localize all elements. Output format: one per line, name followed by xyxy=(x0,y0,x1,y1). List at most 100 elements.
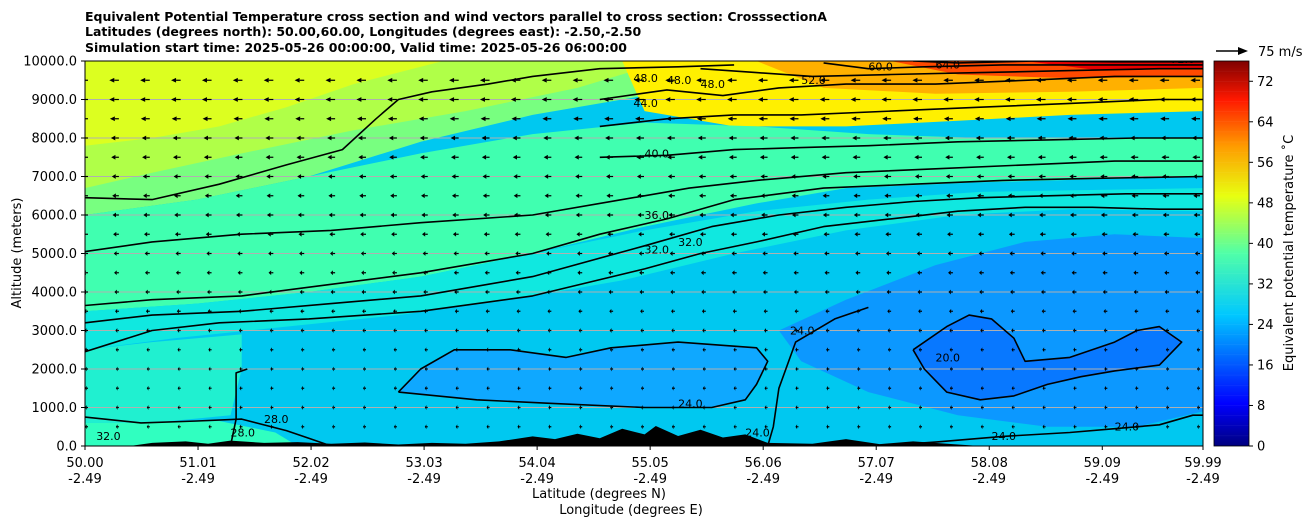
contour-line-24-3 xyxy=(766,306,869,446)
wind-vector-head xyxy=(389,174,394,179)
wind-vector-head xyxy=(78,78,83,83)
wind-vector-head xyxy=(301,347,303,353)
wind-vector-head xyxy=(885,231,889,237)
wind-vector-head xyxy=(1097,97,1103,102)
wind-vector-head xyxy=(1072,308,1075,314)
wind-vector-head xyxy=(1165,308,1168,314)
wind-vector-r12-c6 xyxy=(269,308,274,314)
wind-vector-r11-c14 xyxy=(515,289,521,295)
wind-vector-r13-c35 xyxy=(1165,328,1170,333)
contour-lines xyxy=(85,61,1203,446)
wind-vector-r15-c34 xyxy=(1135,366,1139,372)
wind-vector-head xyxy=(481,135,486,141)
colorbar-tick-label-7: 56 xyxy=(1257,156,1274,171)
x-tick-lon-10: -2.49 xyxy=(1186,472,1220,487)
wind-vector-head xyxy=(542,116,548,122)
wind-vector-r6-c9 xyxy=(359,193,366,199)
wind-vector-r18-c19 xyxy=(671,424,675,430)
wind-vector-r12-c23 xyxy=(794,308,799,314)
wind-vector-r3-c21 xyxy=(728,135,737,141)
wind-vector-r9-c9 xyxy=(360,251,366,256)
wind-vector-head xyxy=(579,424,581,430)
wind-vector-r9-c8 xyxy=(329,251,336,256)
wind-vector-r17-c22 xyxy=(764,405,768,410)
wind-vector-head xyxy=(1006,154,1012,160)
wind-vector-head xyxy=(671,366,674,372)
wind-vector-r5-c27 xyxy=(914,174,922,179)
wind-vector-head xyxy=(264,116,270,122)
wind-vector-head xyxy=(1159,77,1165,83)
wind-vector-head xyxy=(1101,231,1105,237)
wind-vector-head xyxy=(700,231,704,237)
wind-vector-r12-c30 xyxy=(1010,308,1015,314)
wind-vector-r0-c20 xyxy=(696,77,706,83)
wind-vector-head xyxy=(919,424,921,430)
wind-vector-head xyxy=(297,212,302,218)
wind-vector-r13-c28 xyxy=(949,328,953,333)
wind-vector-r8-c11 xyxy=(422,231,428,237)
wind-vector-head xyxy=(486,405,489,410)
wind-vector-r14-c4 xyxy=(208,347,212,353)
wind-vector-head xyxy=(732,289,735,295)
fill-region-right-deep-blue xyxy=(913,315,1182,400)
wind-vector-head xyxy=(608,270,611,276)
wind-vector-head xyxy=(792,212,796,218)
wind-vector-head xyxy=(919,385,921,391)
wind-vector-head xyxy=(670,289,673,295)
x-tick-lat-5: 55.05 xyxy=(632,456,669,471)
wind-vector-r13-c0 xyxy=(85,328,88,333)
wind-vector-r7-c21 xyxy=(730,212,737,218)
wind-vector-head xyxy=(205,212,209,218)
wind-vector-head xyxy=(1011,366,1014,372)
wind-vector-head xyxy=(949,385,952,391)
y-axis-label: Altitude (meters) xyxy=(10,198,25,309)
wind-vector-r4-c29 xyxy=(976,154,984,160)
wind-vector-r0-c6 xyxy=(263,77,274,83)
wind-vector-r11-c16 xyxy=(577,289,583,295)
wind-vector-r17-c7 xyxy=(301,405,305,410)
wind-vector-r11-c2 xyxy=(145,289,150,295)
wind-vector-head xyxy=(204,193,209,199)
wind-vector-r11-c18 xyxy=(639,289,644,295)
wind-vector-head xyxy=(1134,308,1137,314)
wind-vector-r11-c12 xyxy=(454,289,459,295)
wind-vector-r7-c11 xyxy=(421,212,428,218)
wind-vector-head xyxy=(332,424,334,430)
wind-vector-r4-c16 xyxy=(574,154,583,160)
wind-vector-head xyxy=(85,405,87,410)
wind-vector-r15-c21 xyxy=(733,366,737,372)
x-tick-lat-10: 59.99 xyxy=(1184,456,1221,471)
wind-vector-r6-c20 xyxy=(699,193,706,199)
wind-vector-r4-c2 xyxy=(142,154,150,160)
wind-vector-head xyxy=(1010,308,1013,314)
wind-vector-head xyxy=(517,424,520,430)
wind-vector-r3-c29 xyxy=(975,135,984,141)
wind-vector-head xyxy=(1070,212,1074,218)
wind-vector-r10-c1 xyxy=(114,270,119,276)
wind-vector-head xyxy=(1135,366,1137,372)
wind-vector-head xyxy=(112,193,116,199)
wind-vector-r14-c5 xyxy=(239,347,243,353)
colorbar-tick-label-2: 16 xyxy=(1257,358,1274,373)
wind-vector-r1-c21 xyxy=(727,97,737,102)
wind-vector-head xyxy=(1161,154,1166,160)
wind-vector-r0-c36 xyxy=(1190,77,1200,83)
wind-vector-r16-c30 xyxy=(1011,385,1015,391)
wind-vector-r10-c13 xyxy=(484,270,490,276)
wind-vector-r6-c18 xyxy=(637,193,644,199)
wind-vector-head xyxy=(791,174,796,179)
wind-vector-r16-c19 xyxy=(671,385,675,391)
wind-vector-r5-c6 xyxy=(266,174,274,179)
wind-vector-head xyxy=(421,212,425,218)
wind-vector-head xyxy=(855,270,859,276)
wind-vector-head xyxy=(671,385,674,391)
wind-vector-head xyxy=(1190,97,1196,102)
wind-vector-head xyxy=(301,424,303,430)
wind-vector-r1-c34 xyxy=(1128,97,1139,102)
wind-vector-head xyxy=(1130,135,1135,141)
wind-vector-head xyxy=(420,154,425,160)
wind-vector-r18-c2 xyxy=(146,424,150,430)
wind-vector-head xyxy=(795,366,798,372)
wind-vector-r16-c5 xyxy=(239,385,243,391)
wind-vector-r2-c6 xyxy=(264,116,274,122)
